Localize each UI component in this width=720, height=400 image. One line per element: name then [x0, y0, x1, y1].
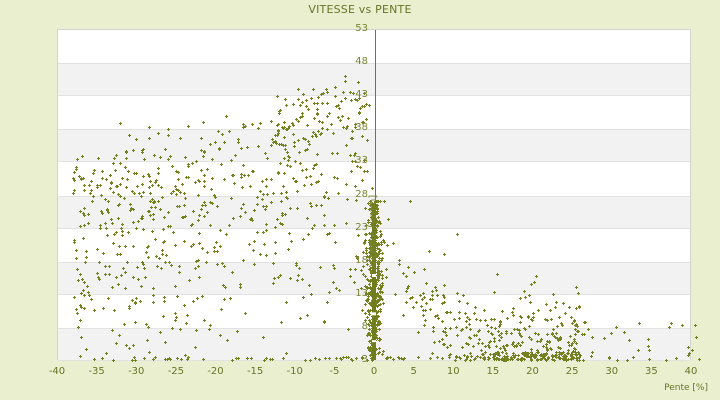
x-tick-label: -35: [88, 366, 105, 377]
zero-slope-dense-column: [372, 204, 376, 360]
x-tick-label: 10: [446, 366, 460, 377]
y-tick-label: 28: [355, 188, 368, 200]
y-tick-label: 18: [355, 254, 368, 266]
x-tick-label: 40: [684, 366, 698, 377]
scatter-point-glyphs: [72, 75, 701, 362]
y-tick-label: 8: [361, 320, 368, 332]
x-tick-label: 35: [645, 366, 658, 377]
column-gap: [372, 312, 376, 316]
x-tick-label: -15: [246, 366, 264, 377]
x-tick-label: 0: [370, 366, 378, 377]
x-tick-label: -25: [167, 366, 185, 377]
x-tick-label: 30: [605, 366, 619, 377]
zero-axis-line: [375, 30, 376, 359]
x-tick-label: -20: [207, 366, 224, 377]
scatter-series: [72, 75, 701, 362]
x-tick-label: 15: [486, 366, 500, 377]
x-tick-label: 5: [410, 366, 417, 377]
x-tick-label: 20: [526, 366, 539, 377]
y-tick-label: 3: [361, 354, 368, 365]
column-gap: [372, 340, 376, 343]
x-tick-label: -5: [329, 366, 340, 377]
x-axis-label: Pente [%]: [664, 383, 708, 393]
x-tick-label: -10: [286, 366, 303, 377]
grid-band: [58, 129, 690, 163]
chart-title: VITESSE vs PENTE: [308, 3, 412, 16]
grid-band: [58, 63, 690, 97]
y-axis-label: Vitesse [km/h]: [368, 195, 379, 268]
y-tick-label: 13: [355, 287, 368, 299]
y-tick-label: 23: [355, 221, 368, 233]
x-tick-label: 25: [565, 366, 579, 377]
y-tick-label: 53: [355, 23, 368, 34]
y-tick-label: 43: [355, 89, 368, 101]
y-tick-label: 48: [355, 56, 368, 68]
x-tick-label: -40: [48, 366, 66, 377]
y-tick-label: 38: [355, 122, 368, 134]
y-tick-label: 33: [355, 155, 368, 167]
column-gap: [372, 273, 376, 277]
x-tick-label: -30: [128, 366, 145, 377]
